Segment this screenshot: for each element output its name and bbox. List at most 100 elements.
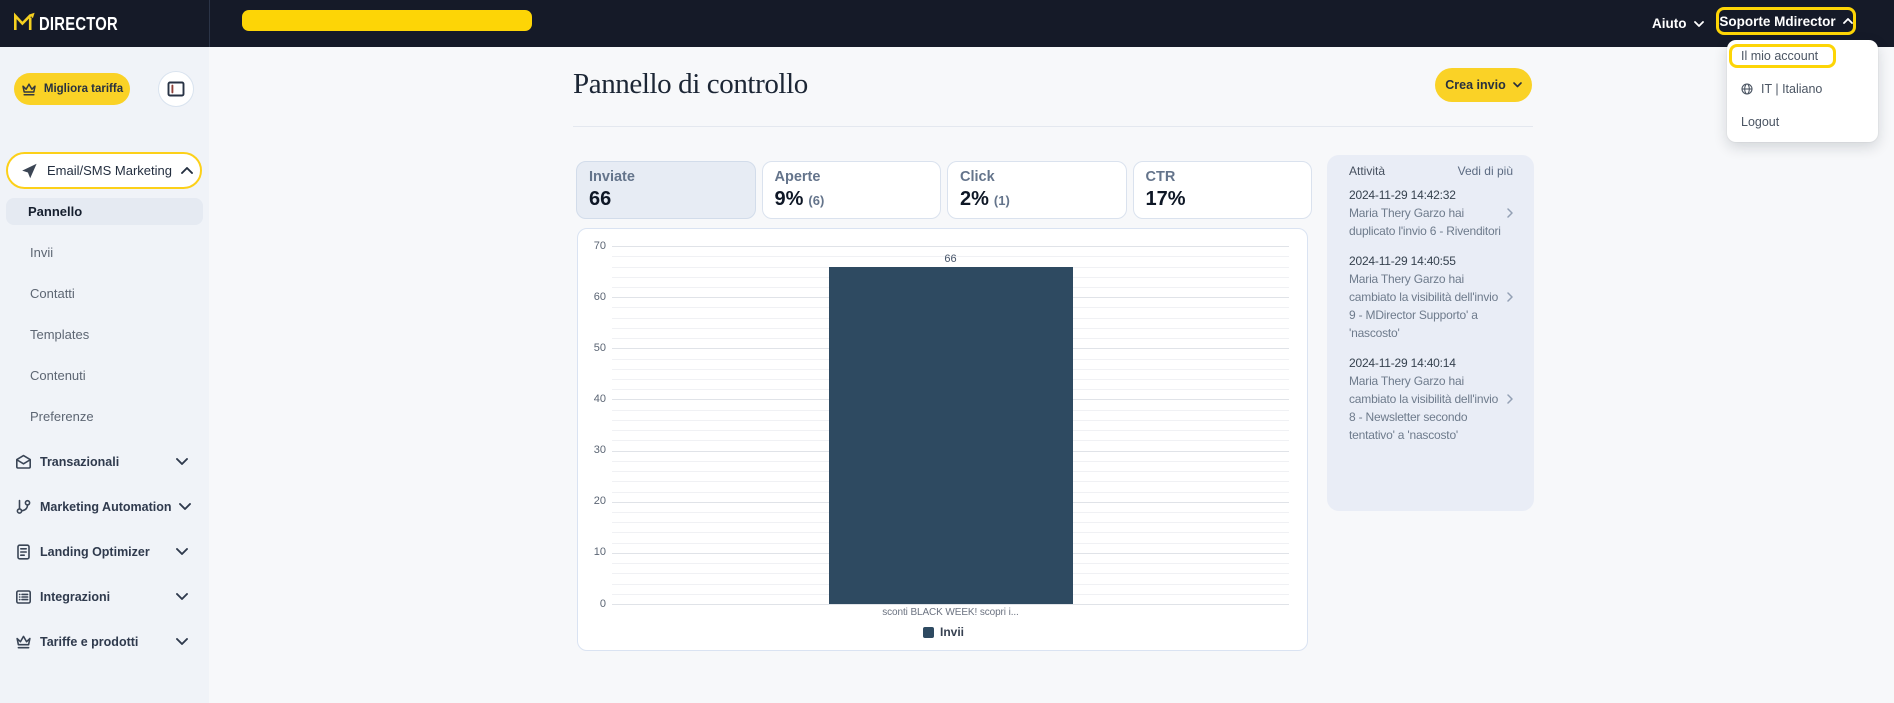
activity-timestamp: 2024-11-29 14:40:55 (1349, 254, 1456, 268)
chevron-down-icon (1693, 20, 1704, 27)
chart-y-tick-label: 0 (599, 597, 606, 610)
activity-text-line: 'nascosto' (1349, 326, 1400, 340)
stat-value: 9% (774, 188, 804, 210)
sidebar: Migliora tariffa Email/SMS Marketi (0, 47, 209, 703)
activity-entry[interactable]: 2024-11-29 14:40:14 Maria Thery Garzo ha… (1349, 354, 1513, 444)
collapse-sidebar-button[interactable] (158, 71, 194, 107)
chart-gridline-major (612, 604, 1289, 605)
activity-text-line: Maria Thery Garzo hai (1349, 206, 1464, 220)
logo-text: DIRECTOR (39, 12, 118, 34)
menu-item-my-account[interactable]: Il mio account (1727, 44, 1878, 68)
globe-icon (1741, 83, 1753, 95)
stats-row: Inviate 66 Aperte 9% (6) Click 2% (1) CT… (576, 161, 1312, 219)
activity-timestamp: 2024-11-29 14:40:14 (1349, 356, 1456, 370)
mail-icon (15, 454, 32, 470)
chevron-down-icon (1512, 82, 1522, 88)
stat-card-inviate[interactable]: Inviate 66 (576, 161, 756, 219)
nav-section-label: Integrazioni (40, 589, 111, 604)
file-text-icon (15, 543, 32, 560)
create-send-button[interactable]: Crea invio (1435, 68, 1532, 102)
activity-text-line: cambiato la visibilità dell'invio (1349, 290, 1499, 304)
sidebar-item-invii[interactable]: Invii (6, 239, 203, 266)
nav-section-label: Landing Optimizer (40, 544, 150, 559)
chevron-down-icon (179, 503, 192, 510)
upgrade-plan-button[interactable]: Migliora tariffa (14, 73, 130, 105)
mdirector-logo[interactable]: DIRECTOR (14, 0, 138, 47)
chart-gridline-major (612, 246, 1289, 247)
menu-item-label: Il mio account (1741, 49, 1819, 63)
chart-y-tick-label: 60 (593, 290, 606, 303)
chart-y-tick-label: 20 (593, 495, 606, 508)
list-icon (15, 589, 32, 605)
sidebar-item-contatti[interactable]: Contatti (6, 280, 203, 307)
chevron-down-icon (176, 593, 188, 600)
nav-section-label: Email/SMS Marketing (47, 163, 172, 178)
chart-y-tick-label: 70 (593, 239, 606, 252)
activity-panel: Attività Vedi di più 2024-11-29 14:42:32… (1327, 155, 1534, 511)
chart-bar-value-label: 66 (944, 252, 957, 265)
stat-value: 2% (960, 188, 989, 210)
stat-label: CTR (1145, 169, 1176, 185)
sidebar-item-templates[interactable]: Templates (6, 321, 203, 348)
mdirector-m-arrow-icon (14, 12, 36, 31)
menu-item-language[interactable]: IT | Italiano (1727, 81, 1878, 97)
chart-y-tick-label: 40 (593, 392, 606, 405)
sidebar-actions: Migliora tariffa (14, 71, 194, 107)
stat-card-ctr[interactable]: CTR 17% (1132, 161, 1312, 219)
topbar-separator (209, 0, 210, 47)
stat-value-row: 17% (1146, 188, 1300, 211)
crown-icon (21, 82, 37, 96)
sidebar-item-pannello[interactable]: Pannello (6, 198, 203, 225)
nav-section-landing-optimizer[interactable]: Landing Optimizer (0, 538, 209, 565)
chart-bar[interactable] (828, 266, 1073, 604)
stat-sub-value: (1) (993, 193, 1010, 208)
nav-section-label: Marketing Automation (40, 499, 172, 514)
nav-section-email-sms-marketing[interactable]: Email/SMS Marketing (6, 152, 202, 189)
nav-section-integrazioni[interactable]: Integrazioni (0, 583, 209, 610)
sidebar-nav: Email/SMS Marketing Pannello Invii Conta… (0, 152, 209, 655)
header-divider (573, 126, 1533, 127)
help-menu[interactable]: Aiuto (1652, 0, 1704, 47)
stat-card-click[interactable]: Click 2% (1) (947, 161, 1127, 219)
activity-title: Attività (1349, 164, 1386, 178)
chevron-right-icon (1507, 394, 1513, 404)
nav-section-tariffe-e-prodotti[interactable]: Tariffe e prodotti (0, 628, 209, 655)
stat-label: Aperte (774, 169, 821, 185)
sidebar-item-preferenze[interactable]: Preferenze (6, 403, 203, 430)
nav-section-label: Tariffe e prodotti (40, 634, 139, 649)
sidebar-item-label: Invii (30, 245, 54, 260)
nav-section-transazionali[interactable]: Transazionali (0, 448, 209, 475)
stat-value: 17% (1145, 188, 1186, 210)
nav-section-marketing-automation[interactable]: Marketing Automation (0, 493, 209, 520)
sidebar-item-label: Templates (30, 327, 90, 342)
chevron-down-icon (176, 548, 188, 555)
activity-text-line: 8 - Newsletter secondo (1349, 410, 1468, 424)
account-menu-button[interactable]: Soporte Mdirector (1716, 7, 1856, 35)
menu-item-label: IT | Italiano (1761, 82, 1823, 96)
activity-entry[interactable]: 2024-11-29 14:40:55 Maria Thery Garzo ha… (1349, 252, 1513, 342)
stat-label: Inviate (589, 169, 635, 185)
sidebar-item-contenuti[interactable]: Contenuti (6, 362, 203, 389)
activity-see-more-link[interactable]: Vedi di più (1457, 164, 1513, 178)
menu-item-label: Logout (1741, 115, 1780, 129)
activity-text-line: tentativo' a 'nascosto' (1349, 428, 1459, 442)
chart-y-tick-label: 50 (593, 341, 606, 354)
activity-entry-text: 2024-11-29 14:40:55 Maria Thery Garzo ha… (1349, 252, 1501, 342)
activity-entry[interactable]: 2024-11-29 14:42:32 Maria Thery Garzo ha… (1349, 186, 1513, 240)
menu-item-logout[interactable]: Logout (1727, 114, 1878, 130)
stat-card-aperte[interactable]: Aperte 9% (6) (761, 161, 941, 219)
sidebar-item-label: Contatti (30, 286, 75, 301)
stat-value-row: 9% (6) (775, 188, 929, 211)
account-dropdown: Il mio account IT | Italiano Logout (1727, 40, 1878, 142)
upgrade-label: Migliora tariffa (43, 83, 124, 95)
activity-timestamp: 2024-11-29 14:42:32 (1349, 188, 1456, 202)
chevron-down-icon (176, 458, 188, 465)
branch-icon (15, 499, 32, 515)
chart-y-tick-label: 10 (593, 546, 606, 559)
chart-legend[interactable]: Invii (578, 625, 1309, 639)
chart-category-label: sconti BLACK WEEK! scopri i... (882, 607, 1019, 618)
create-send-label: Crea invio (1445, 78, 1506, 92)
stat-sub-value: (6) (808, 193, 825, 208)
activity-entry-text: 2024-11-29 14:42:32 Maria Thery Garzo ha… (1349, 186, 1501, 240)
